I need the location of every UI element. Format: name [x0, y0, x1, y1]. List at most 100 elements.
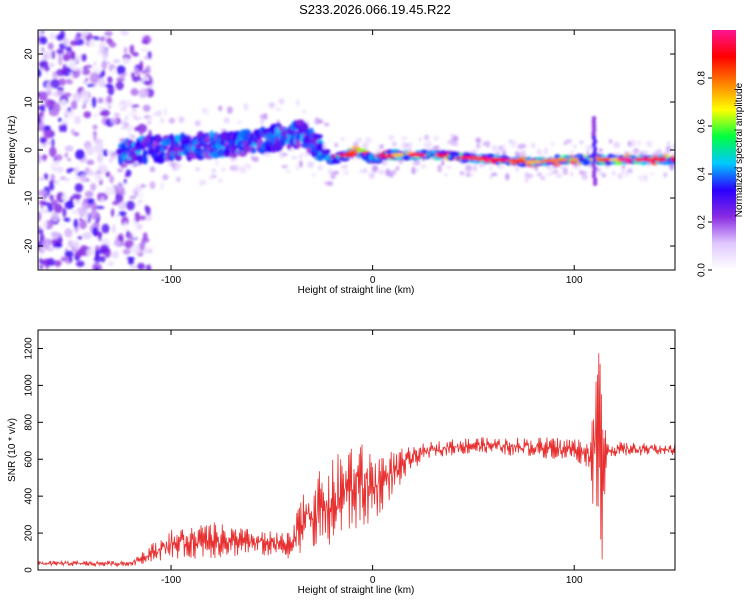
heatmap-halo-cell [617, 172, 624, 180]
heatmap-halo-cell [195, 167, 201, 172]
heatmap-noise-cell [116, 65, 126, 74]
heatmap-peak-cell [569, 157, 579, 162]
heatmap-halo-cell [489, 164, 494, 171]
heatmap-noise-cell [93, 61, 97, 67]
heatmap-noise-cell [70, 100, 78, 110]
heatmap-halo-cell [301, 109, 307, 114]
heatmap-noise-cell [52, 60, 57, 71]
heatmap-peak-cell [391, 153, 404, 157]
heatmap-halo-cell [497, 145, 504, 151]
heatmap-noise-cell [108, 105, 112, 109]
snr-y-tick-label: 0 [24, 567, 35, 573]
heatmap-halo-cell [626, 168, 633, 174]
heatmap-peak-cell [652, 157, 668, 162]
heatmap-halo-cell [296, 99, 300, 107]
heatmap-halo-cell [633, 148, 640, 153]
heatmap-spike-cell [591, 127, 597, 132]
heatmap-noise-cell [92, 166, 97, 174]
heatmap-halo-cell [550, 141, 555, 147]
heatmap-band-cell [330, 160, 342, 164]
heatmap-noise-cell [73, 131, 80, 137]
heatmap-noise-cell [122, 57, 130, 65]
heatmap-noise-cell [109, 174, 114, 184]
snr-frame [37, 329, 676, 571]
heatmap-noise-cell [97, 97, 104, 103]
heatmap-noise-cell [139, 127, 143, 136]
heatmap-noise-cell [142, 104, 151, 112]
heatmap-halo-cell [576, 164, 580, 171]
heatmap-noise-cell [47, 203, 54, 213]
heatmap-halo-cell [263, 113, 268, 120]
heatmap-noise-cell [121, 182, 129, 188]
heatmap-peak-cell [596, 157, 613, 162]
heatmap-y-label: Frequency (Hz) [7, 116, 18, 185]
heatmap-halo-cell [588, 146, 594, 150]
heatmap-band-cell [323, 148, 331, 155]
heatmap-noise-cell [92, 226, 99, 237]
heatmap-noise-cell [147, 50, 152, 60]
snr-marks [38, 353, 675, 568]
heatmap-noise-cell [57, 87, 64, 91]
heatmap-noise-cell [81, 68, 91, 76]
heatmap-spike-cell [591, 123, 597, 129]
heatmap-peak-cell [438, 153, 448, 158]
heatmap-noise-cell [83, 111, 92, 119]
heatmap-noise-cell [79, 218, 83, 221]
heatmap-noise-cell [73, 240, 80, 251]
heatmap-noise-cell [38, 91, 48, 102]
heatmap-spike-cell [591, 135, 596, 140]
heatmap-halo-cell [317, 164, 324, 172]
heatmap-peak-cell [338, 153, 357, 157]
heatmap-halo-cell [379, 144, 384, 149]
heatmap-spike-cell [593, 177, 598, 182]
heatmap-peak-cell [347, 150, 358, 155]
heatmap-marks [38, 30, 675, 270]
heatmap-halo-cell [475, 137, 482, 144]
heatmap-halo-cell [275, 107, 282, 112]
heatmap-noise-cell [129, 44, 135, 55]
heatmap-halo-cell [444, 173, 448, 177]
snr-y-label: SNR (10 * v/v) [7, 418, 18, 482]
heatmap-halo-cell [316, 119, 324, 124]
snr-y-tick-label: 400 [24, 487, 35, 504]
heatmap-halo-cell [221, 168, 226, 172]
heatmap-halo-cell [666, 141, 671, 145]
heatmap-noise-cell [83, 200, 89, 205]
heatmap-spike-cell [592, 139, 598, 144]
heatmap-noise-cell [145, 65, 151, 75]
heatmap-noise-cell [38, 115, 42, 125]
heatmap-halo-cell [637, 139, 642, 147]
heatmap-noise-cell [74, 35, 80, 42]
heatmap-x-tick-label: -100 [161, 275, 181, 286]
heatmap-spike-cell [591, 162, 596, 167]
colorbar-tick-label: 0.4 [697, 167, 708, 181]
snr-panel: -100 0 100 0 200 400 600 800 1000 1200 Height of… [7, 329, 676, 596]
heatmap-halo-cell [601, 174, 607, 178]
heatmap-noise-cell [141, 40, 149, 44]
heatmap-noise-cell [68, 255, 73, 263]
heatmap-noise-cell [148, 84, 153, 89]
heatmap-halo-cell [453, 135, 459, 142]
heatmap-noise-cell [59, 176, 66, 180]
heatmap-noise-cell [54, 260, 62, 267]
heatmap-noise-cell [130, 244, 141, 255]
heatmap-band-cell [251, 147, 256, 154]
heatmap-noise-cell [42, 154, 47, 162]
heatmap-noise-cell [56, 48, 65, 55]
heatmap-halo-cell [175, 176, 181, 183]
heatmap-noise-cell [38, 257, 43, 265]
heatmap-halo-cell [163, 108, 168, 116]
heatmap-halo-cell [420, 164, 427, 169]
heatmap-x-axis: -100 0 100 [161, 30, 583, 286]
heatmap-spike-cell [591, 120, 596, 125]
snr-x-tick-label: 100 [566, 575, 583, 586]
heatmap-halo-cell [333, 170, 339, 175]
heatmap-noise-cell [101, 223, 110, 234]
heatmap-noise-cell [100, 244, 110, 253]
heatmap-noise-cell [58, 54, 63, 66]
heatmap-halo-cell [383, 160, 387, 166]
heatmap-noise-cell [86, 248, 94, 257]
heatmap-noise-cell [124, 173, 130, 178]
heatmap-halo-cell [526, 173, 534, 179]
heatmap-halo-cell [266, 152, 271, 157]
